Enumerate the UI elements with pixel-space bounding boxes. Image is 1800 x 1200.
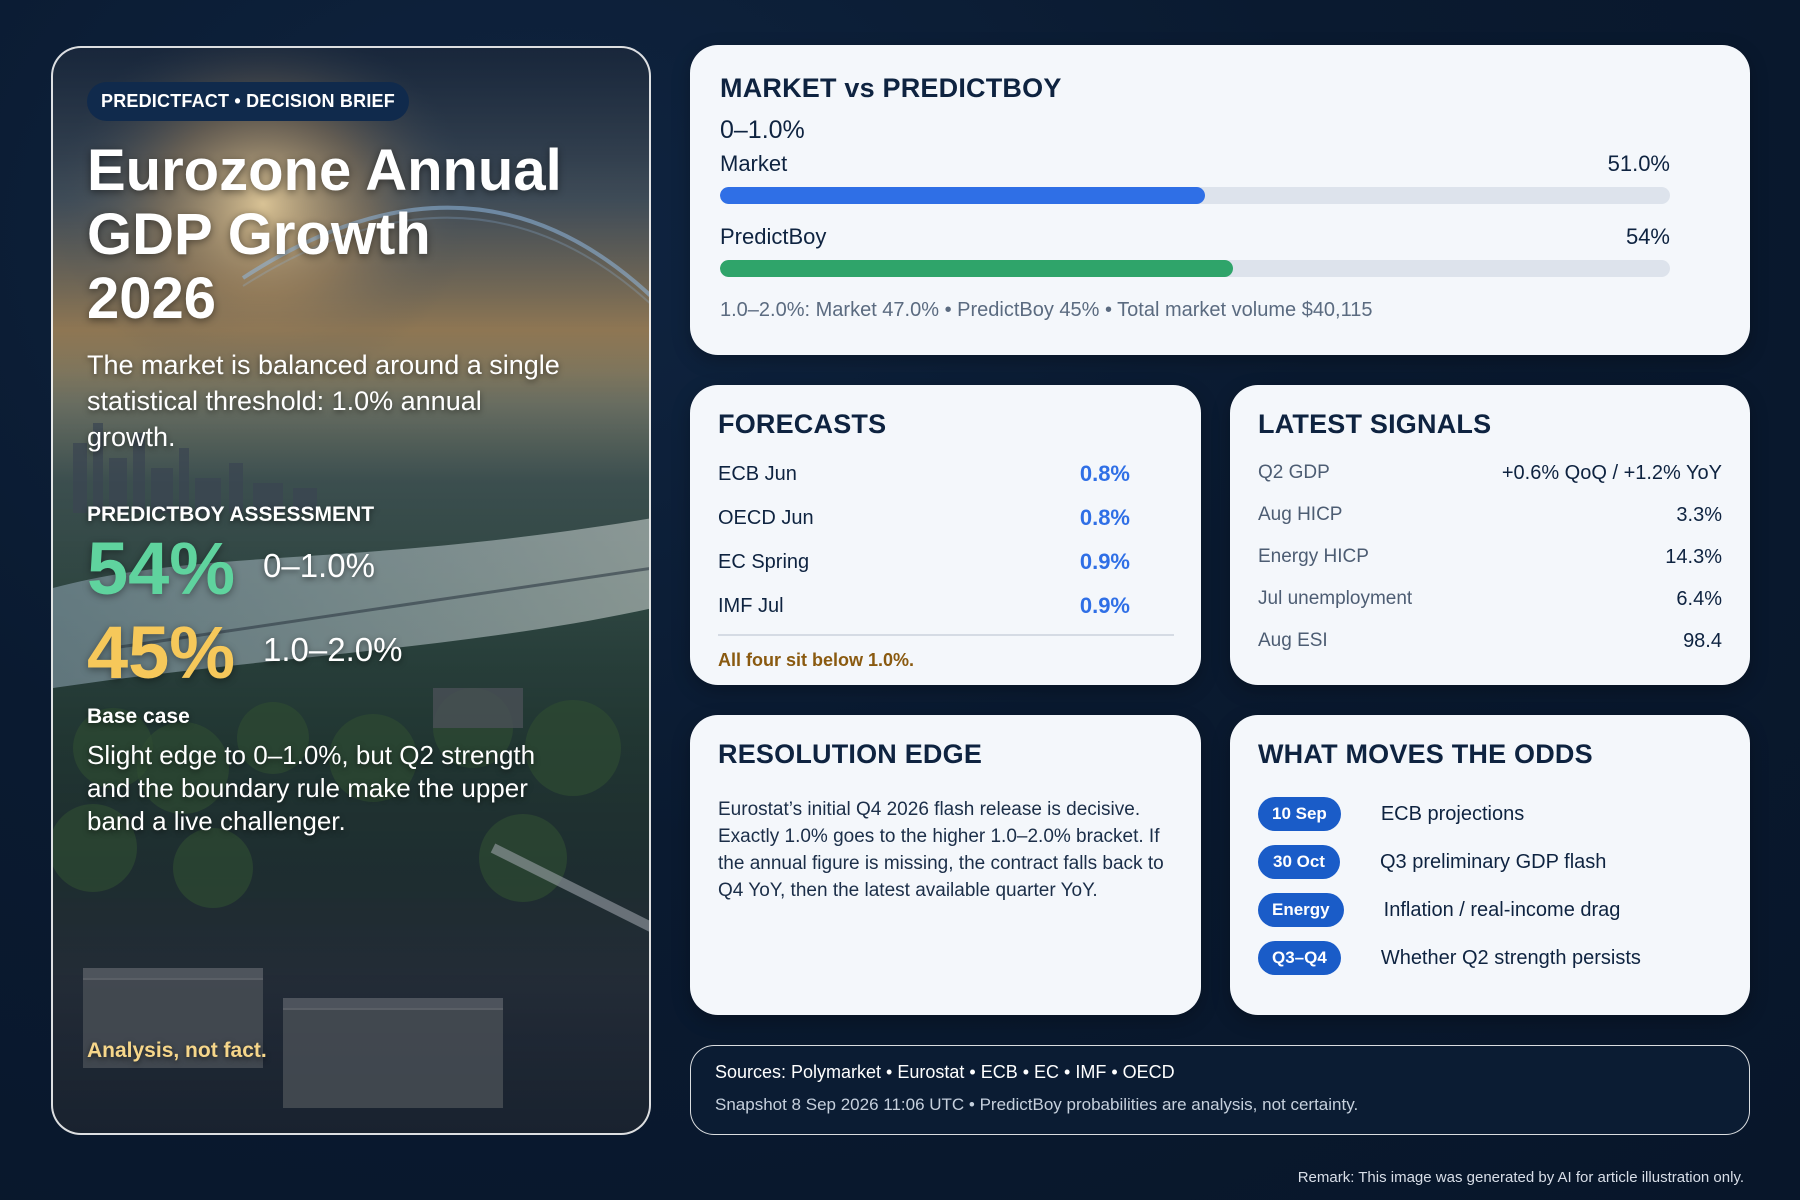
forecast-label: EC Spring	[718, 550, 810, 573]
signal-label: Aug HICP	[1258, 504, 1343, 525]
market-footer: 1.0–2.0%: Market 47.0% • PredictBoy 45% …	[720, 299, 1373, 321]
odds-row: 30 Oct Q3 preliminary GDP flash	[1258, 838, 1722, 886]
signal-label: Jul unemployment	[1258, 588, 1413, 609]
bar-value: 54%	[1625, 224, 1670, 249]
signal-value: 14.3%	[1665, 545, 1722, 568]
forecast-value: 0.8%	[1079, 461, 1130, 486]
probability-band: 0–1.0%	[263, 547, 375, 584]
signal-row: Aug ESI 98.4	[1258, 620, 1722, 662]
signal-label: Aug ESI	[1258, 630, 1328, 651]
odds-label: ECB projections	[1380, 802, 1525, 825]
forecasts-card: FORECASTS ECB Jun 0.8% OECD Jun 0.8% EC …	[690, 385, 1201, 685]
forecast-value: 0.8%	[1079, 505, 1130, 530]
forecasts-table: ECB Jun 0.8% OECD Jun 0.8% EC Spring 0.9…	[718, 452, 1174, 628]
bar-label: PredictBoy	[720, 224, 827, 249]
forecast-row: IMF Jul 0.9%	[718, 584, 1174, 628]
signal-label: Q2 GDP	[1258, 462, 1330, 483]
brief-pill: PREDICTFACT • DECISION BRIEF	[87, 82, 409, 121]
latest-signals-card: LATEST SIGNALS Q2 GDP +0.6% QoQ / +1.2% …	[1230, 385, 1750, 685]
analysis-note: Analysis, not fact.	[87, 1039, 267, 1062]
card-title: WHAT MOVES THE ODDS	[1258, 739, 1593, 769]
signal-row: Q2 GDP +0.6% QoQ / +1.2% YoY	[1258, 452, 1722, 494]
odds-row: Q3–Q4 Whether Q2 strength persists	[1258, 934, 1722, 982]
hero-title: Eurozone Annual GDP Growth 2026	[87, 138, 562, 331]
resolution-edge-card: RESOLUTION EDGE Eurostat’s initial Q4 20…	[690, 715, 1201, 1015]
probability-band: 1.0–2.0%	[263, 631, 403, 668]
market-progress-fill	[720, 187, 1205, 204]
assessment-label: PREDICTBOY ASSESSMENT	[87, 503, 375, 526]
market-vs-predictboy-card: MARKET vs PREDICTBOY 0–1.0% Market 51.0%…	[690, 45, 1750, 355]
card-title: RESOLUTION EDGE	[718, 739, 983, 769]
odds-badge: Energy	[1258, 893, 1344, 927]
hero-content: PREDICTFACT • DECISION BRIEF Eurozone An…	[87, 82, 619, 1103]
bar-header: PredictBoy 54%	[720, 224, 1670, 250]
signal-row: Energy HICP 14.3%	[1258, 536, 1722, 578]
sources-card: Sources: Polymarket • Eurostat • ECB • E…	[690, 1045, 1750, 1135]
snapshot-line: Snapshot 8 Sep 2026 11:06 UTC • PredictB…	[715, 1095, 1359, 1114]
divider	[718, 634, 1174, 636]
forecast-label: ECB Jun	[718, 462, 797, 485]
what-moves-odds-card: WHAT MOVES THE ODDS 10 Sep ECB projectio…	[1230, 715, 1750, 1015]
probability-row: 54% 0–1.0%	[87, 527, 619, 611]
odds-row: Energy Inflation / real-income drag	[1258, 886, 1722, 934]
odds-badge: 30 Oct	[1258, 845, 1340, 879]
hero-subtitle: The market is balanced around a single s…	[87, 350, 560, 452]
predictboy-progress-bar	[720, 260, 1670, 277]
forecasts-note: All four sit below 1.0%.	[718, 650, 915, 670]
forecast-row: EC Spring 0.9%	[718, 540, 1174, 584]
base-case-text: Slight edge to 0–1.0%, but Q2 strength a…	[87, 740, 536, 836]
city-skyline-illustration	[53, 48, 649, 1108]
probability-value: 54%	[87, 527, 236, 610]
signal-value: +0.6% QoQ / +1.2% YoY	[1501, 461, 1722, 484]
odds-badge: 10 Sep	[1258, 797, 1341, 831]
bar-header: Market 51.0%	[720, 151, 1670, 177]
odds-label: Whether Q2 strength persists	[1380, 946, 1641, 969]
odds-label: Q3 preliminary GDP flash	[1380, 850, 1607, 873]
odds-row: 10 Sep ECB projections	[1258, 790, 1722, 838]
forecast-label: OECD Jun	[718, 506, 814, 529]
signal-value: 6.4%	[1676, 587, 1722, 610]
card-title: FORECASTS	[718, 409, 887, 439]
signal-row: Jul unemployment 6.4%	[1258, 578, 1722, 620]
signal-value: 3.3%	[1676, 503, 1722, 526]
signal-value: 98.4	[1683, 629, 1722, 652]
resolution-text: Eurostat’s initial Q4 2026 flash release…	[718, 799, 1164, 901]
bar-value: 51.0%	[1607, 151, 1670, 176]
ai-remark: Remark: This image was generated by AI f…	[1297, 1169, 1744, 1186]
bar-label: Market	[720, 151, 788, 176]
signal-label: Energy HICP	[1258, 546, 1369, 567]
signal-row: Aug HICP 3.3%	[1258, 494, 1722, 536]
signals-table: Q2 GDP +0.6% QoQ / +1.2% YoY Aug HICP 3.…	[1258, 452, 1722, 662]
forecast-label: IMF Jul	[718, 594, 784, 617]
sources-line: Sources: Polymarket • Eurostat • ECB • E…	[715, 1062, 1175, 1082]
odds-list: 10 Sep ECB projections 30 Oct Q3 prelimi…	[1258, 790, 1722, 982]
predictboy-progress-fill	[720, 260, 1233, 277]
hero-card: PREDICTFACT • DECISION BRIEF Eurozone An…	[51, 46, 651, 1135]
card-title: MARKET vs PREDICTBOY	[720, 73, 1062, 103]
probability-value: 45%	[87, 611, 236, 694]
forecast-row: OECD Jun 0.8%	[718, 496, 1174, 540]
forecast-value: 0.9%	[1079, 593, 1130, 618]
bracket-label: 0–1.0%	[720, 116, 805, 144]
odds-label: Inflation / real-income drag	[1383, 898, 1621, 921]
odds-badge: Q3–Q4	[1258, 941, 1341, 975]
base-case-label: Base case	[87, 705, 190, 728]
card-title: LATEST SIGNALS	[1258, 409, 1492, 439]
probability-row: 45% 1.0–2.0%	[87, 611, 619, 695]
forecast-value: 0.9%	[1079, 549, 1130, 574]
market-progress-bar	[720, 187, 1670, 204]
forecast-row: ECB Jun 0.8%	[718, 452, 1174, 496]
